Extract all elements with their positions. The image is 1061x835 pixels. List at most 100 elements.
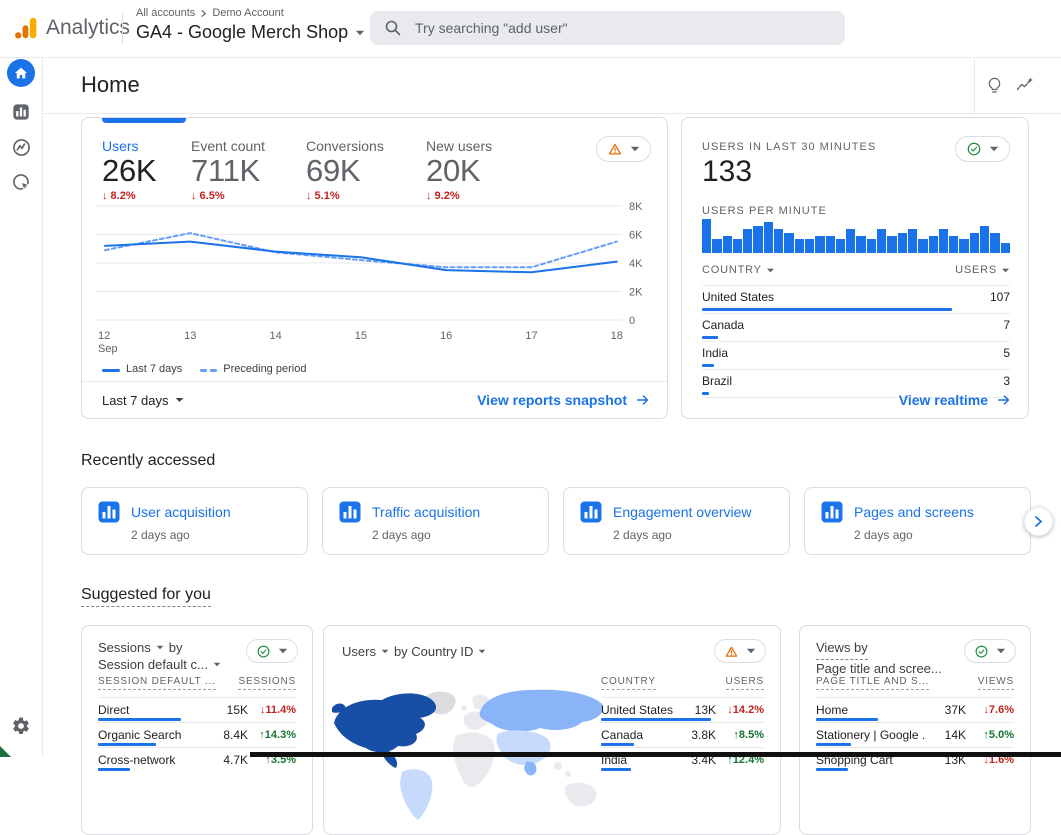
card-title[interactable]: Views by Page title and scree... xyxy=(816,639,942,677)
x-tick-label: 17 xyxy=(525,330,538,342)
metric-value: 20K xyxy=(426,153,481,188)
active-metric-tab-indicator xyxy=(102,118,186,123)
minute-bar xyxy=(846,229,856,253)
analytics-intelligence-button[interactable] xyxy=(1012,73,1036,97)
delta-arrow-icon: ↓ xyxy=(306,190,312,202)
sidebar-item-reports[interactable] xyxy=(7,98,35,126)
sidebar-item-admin[interactable] xyxy=(7,712,35,740)
users-by-country-card: Users by Country ID COUNTRY USERS United S… xyxy=(323,625,781,835)
row-name: Stationery | Google ... xyxy=(816,728,926,742)
minute-bar xyxy=(969,233,980,253)
data-quality-warning-pill[interactable] xyxy=(596,136,651,162)
minute-bar xyxy=(743,229,753,253)
metric-value: 26K xyxy=(102,153,157,188)
recent-card-title: Traffic acquisition xyxy=(372,504,481,520)
insights-icon xyxy=(1016,76,1033,90)
table-row: United States 13K ↓14.2% xyxy=(601,697,764,722)
settings-gear-icon xyxy=(13,717,29,734)
minute-bar xyxy=(856,236,866,253)
minute-bar xyxy=(784,233,794,253)
sidebar-item-advertising[interactable] xyxy=(7,168,35,196)
row-delta: ↓14.2% xyxy=(727,704,764,716)
left-navigation xyxy=(0,57,43,757)
recent-card-timestamp: 2 days ago xyxy=(131,528,190,542)
row-bar xyxy=(98,768,130,771)
chevron-right-icon xyxy=(201,9,207,17)
column-header[interactable]: PAGE TITLE AND S... xyxy=(816,676,930,690)
sidebar-item-home[interactable] xyxy=(7,59,35,87)
x-tick-label: 18 xyxy=(610,330,623,342)
card-title[interactable]: Sessions by Session default c... xyxy=(98,639,221,673)
minute-bar xyxy=(877,229,887,253)
minute-bar xyxy=(835,239,846,253)
column-header[interactable]: COUNTRY xyxy=(601,676,656,690)
search-input[interactable] xyxy=(413,19,831,37)
view-reports-snapshot-link[interactable]: View reports snapshot xyxy=(477,392,651,408)
recent-card-engagement-overview[interactable]: Engagement overview 2 days ago xyxy=(563,487,790,555)
breadcrumb-demo-account[interactable]: Demo Account xyxy=(212,7,284,19)
column-header[interactable]: VIEWS xyxy=(977,676,1014,690)
column-label: USERS xyxy=(955,264,997,276)
recent-card-pages-and-screens[interactable]: Pages and screens 2 days ago xyxy=(804,487,1031,555)
chart-x-axis: 12 Sep 13 14 15 16 17 18 xyxy=(92,330,658,358)
metric-tab-conversions[interactable]: Conversions 69K ↓ 5.1% xyxy=(306,138,384,202)
chevron-down-icon xyxy=(156,645,164,650)
minute-bar xyxy=(918,239,928,253)
minute-bar xyxy=(794,239,804,253)
sort-header-users[interactable]: USERS xyxy=(955,264,1010,276)
series-dashed xyxy=(104,232,618,269)
row-name: Direct xyxy=(98,703,130,717)
table-row: Shopping Cart 13K ↓1.6% xyxy=(816,747,1014,772)
overview-card: Users 26K ↓ 8.2% Event count 711K ↓ 6.5% Conve… xyxy=(81,117,668,419)
metric-tab-users[interactable]: Users 26K ↓ 8.2% xyxy=(102,138,157,202)
chevron-down-icon xyxy=(213,662,221,667)
insights-lightbulb-button[interactable] xyxy=(982,73,1006,97)
data-quality-ok-pill[interactable] xyxy=(955,136,1010,162)
status-pill[interactable] xyxy=(964,639,1016,663)
country-name: Canada xyxy=(702,318,745,332)
legend-swatch xyxy=(200,363,218,375)
recent-card-timestamp: 2 days ago xyxy=(613,528,672,542)
minute-bar xyxy=(959,239,969,253)
chevron-down-icon xyxy=(355,30,365,35)
card-title[interactable]: Users by Country ID xyxy=(342,643,486,660)
chevron-down-icon xyxy=(479,649,486,654)
date-range-selector[interactable]: Last 7 days xyxy=(102,393,184,408)
row-delta: ↑5.0% xyxy=(983,729,1014,741)
metric-label: Conversions xyxy=(306,138,384,154)
carousel-next-button[interactable] xyxy=(1024,507,1053,536)
recent-card-user-acquisition[interactable]: User acquisition 2 days ago xyxy=(81,487,308,555)
column-header[interactable]: USERS xyxy=(725,676,764,690)
sort-header-country[interactable]: COUNTRY xyxy=(702,264,775,276)
breadcrumb-all-accounts[interactable]: All accounts xyxy=(136,7,196,19)
metric-delta: ↓ 5.1% xyxy=(306,190,340,202)
delta-arrow-icon: ↑ xyxy=(259,729,265,741)
search-bar[interactable] xyxy=(370,11,845,45)
status-pill[interactable] xyxy=(246,639,298,663)
google-analytics-logo[interactable] xyxy=(13,15,39,41)
bar-chart-icon xyxy=(98,501,120,523)
sidebar-item-explore[interactable] xyxy=(7,133,35,161)
svg-text:2K: 2K xyxy=(629,287,643,299)
property-name: GA4 - Google Merch Shop xyxy=(136,22,349,42)
legend-label: Last 7 days xyxy=(126,363,183,375)
view-realtime-label: View realtime xyxy=(898,392,988,408)
row-bar xyxy=(601,743,634,746)
minute-bar xyxy=(949,236,959,253)
metric-tab-new-users[interactable]: New users 20K ↓ 9.2% xyxy=(426,138,492,202)
recent-card-traffic-acquisition[interactable]: Traffic acquisition 2 days ago xyxy=(322,487,549,555)
row-value: 4.7K xyxy=(223,753,248,767)
view-realtime-link[interactable]: View realtime xyxy=(899,392,1012,408)
metric-tab-event-count[interactable]: Event count 711K ↓ 6.5% xyxy=(191,138,265,202)
account-property-switcher[interactable]: All accounts Demo Account GA4 - Google M… xyxy=(136,7,365,43)
legend-item: Preceding period xyxy=(200,363,306,375)
row-bar xyxy=(601,768,631,771)
row-bar xyxy=(702,336,718,339)
column-header[interactable]: SESSION DEFAULT ... xyxy=(98,676,216,690)
column-header[interactable]: SESSIONS xyxy=(238,676,296,690)
minute-bar xyxy=(897,233,907,253)
svg-text:6K: 6K xyxy=(629,230,643,242)
line-chart-svg: 8K 6K 4K 2K 0 xyxy=(96,201,643,327)
status-pill[interactable] xyxy=(714,639,766,663)
legend-label: Preceding period xyxy=(223,363,307,375)
